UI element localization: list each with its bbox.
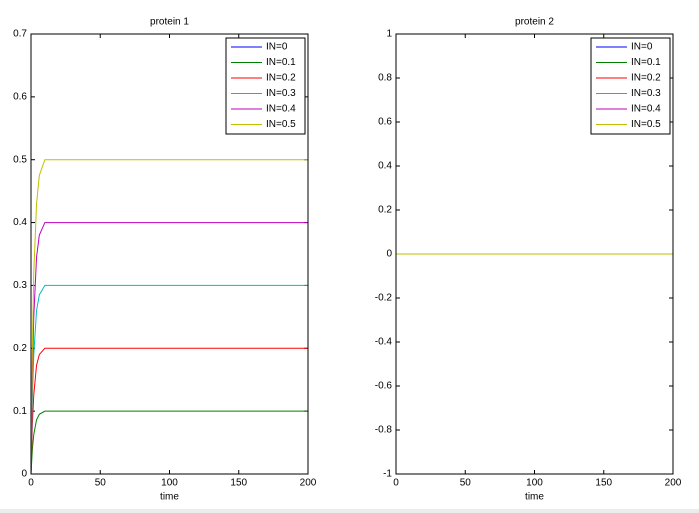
axes-box [30, 33, 309, 475]
y-tick-label: 1 [386, 29, 392, 40]
y-tick-label: 0.6 [13, 91, 27, 102]
y-tick-label: 0.6 [378, 117, 392, 128]
x-tick-label: 100 [526, 478, 543, 489]
y-tick-label: -1 [383, 469, 392, 480]
legend-label: IN=0.5 [631, 119, 661, 130]
y-tick-label: 0 [386, 249, 392, 260]
x-tick-label: 150 [230, 478, 247, 489]
legend-box [590, 37, 671, 135]
x-tick-label: 50 [95, 478, 107, 489]
x-tick-label: 0 [28, 478, 34, 489]
legend-label: IN=0 [266, 42, 288, 53]
legend-label: IN=0.4 [631, 104, 661, 115]
y-tick-label: -0.4 [375, 337, 393, 348]
y-tick-label: 0.4 [378, 161, 392, 172]
legend-label: IN=0.5 [266, 119, 296, 130]
y-tick-label: 0 [21, 469, 27, 480]
y-tick-label: -0.6 [375, 381, 393, 392]
legend-label: IN=0.1 [266, 57, 296, 68]
x-axis-label: time [160, 492, 179, 503]
legend-label: IN=0.2 [631, 73, 661, 84]
axes-box [395, 33, 674, 475]
x-tick-label: 50 [460, 478, 472, 489]
legend-box [225, 37, 306, 135]
chart-title: protein 1 [150, 17, 189, 28]
legend-label: IN=0.1 [631, 57, 661, 68]
y-tick-label: 0.1 [13, 406, 27, 417]
series-line [30, 159, 308, 475]
y-tick-label: 0.7 [13, 29, 27, 40]
y-tick-label: 0.5 [13, 154, 27, 165]
x-tick-label: 100 [161, 478, 178, 489]
y-tick-label: 0.3 [13, 280, 27, 291]
legend-label: IN=0 [631, 42, 653, 53]
legend-label: IN=0.3 [266, 88, 296, 99]
x-tick-label: 150 [595, 478, 612, 489]
series-line [30, 410, 308, 475]
chart-title: protein 2 [515, 17, 554, 28]
x-tick-label: 200 [665, 478, 682, 489]
x-tick-label: 200 [300, 478, 317, 489]
y-tick-label: 0.4 [13, 217, 27, 228]
x-tick-label: 0 [393, 478, 399, 489]
legend-label: IN=0.2 [266, 73, 296, 84]
y-tick-label: 0.2 [13, 343, 27, 354]
legend-label: IN=0.3 [631, 88, 661, 99]
y-tick-label: -0.8 [375, 425, 393, 436]
y-tick-label: 0.2 [378, 205, 392, 216]
y-tick-label: 0.8 [378, 73, 392, 84]
y-tick-label: -0.2 [375, 293, 393, 304]
x-axis-label: time [525, 492, 544, 503]
bottom-strip [0, 509, 699, 513]
legend-label: IN=0.4 [266, 104, 296, 115]
